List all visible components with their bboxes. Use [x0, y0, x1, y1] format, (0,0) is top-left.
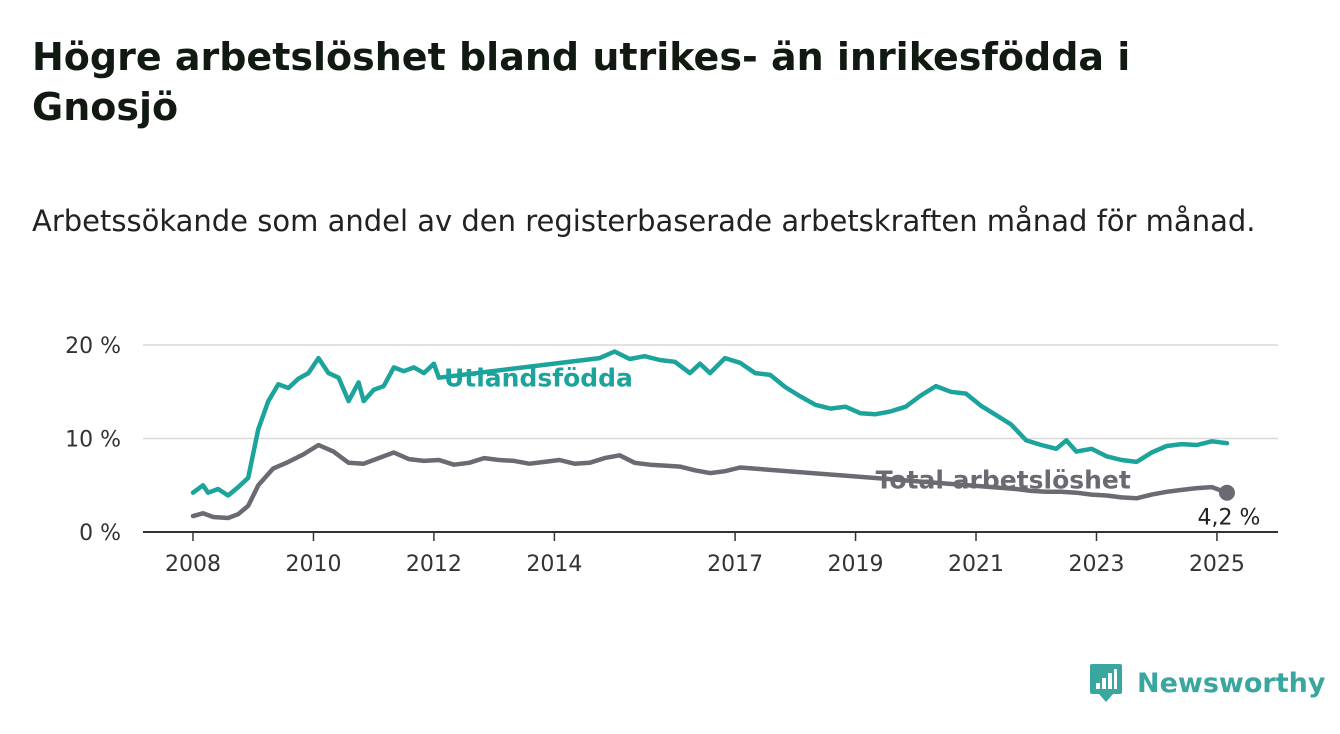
y-tick-label: 0 % — [79, 521, 121, 546]
x-tick-label: 2014 — [526, 552, 582, 577]
y-tick-label: 20 % — [65, 334, 121, 359]
x-tick-label: 2012 — [406, 552, 462, 577]
x-tick-label: 2021 — [948, 552, 1004, 577]
series-label-utlandsfodda: Utlandsfödda — [444, 364, 633, 393]
x-tick-label: 2010 — [285, 552, 341, 577]
brand: Newsworthy — [1089, 661, 1325, 705]
y-tick-label: 10 % — [65, 428, 121, 453]
x-tick-label: 2025 — [1189, 552, 1245, 577]
x-tick-label: 2019 — [828, 552, 884, 577]
series-line-utlandsfodda — [190, 349, 1230, 498]
chart-subtitle: Arbetssökande som andel av den registerb… — [32, 204, 1256, 238]
newsworthy-logo-icon — [1090, 664, 1122, 702]
brand-name: Newsworthy — [1137, 667, 1326, 699]
x-tick-label: 2023 — [1068, 552, 1124, 577]
line-chart: 0 % 10 % 20 % 2008 2010 2012 2014 2017 2019 2021 2… — [65, 334, 1278, 577]
series-line-total — [190, 442, 1230, 521]
end-value-label: 4,2 % — [1198, 506, 1261, 531]
x-tick-label: 2017 — [707, 552, 763, 577]
end-point-marker — [1218, 484, 1235, 501]
series-label-total: Total arbetslöshet — [876, 466, 1131, 495]
chart-title: Högre arbetslöshet bland utrikes- än inr… — [32, 35, 1131, 129]
x-tick-label: 2008 — [165, 552, 221, 577]
